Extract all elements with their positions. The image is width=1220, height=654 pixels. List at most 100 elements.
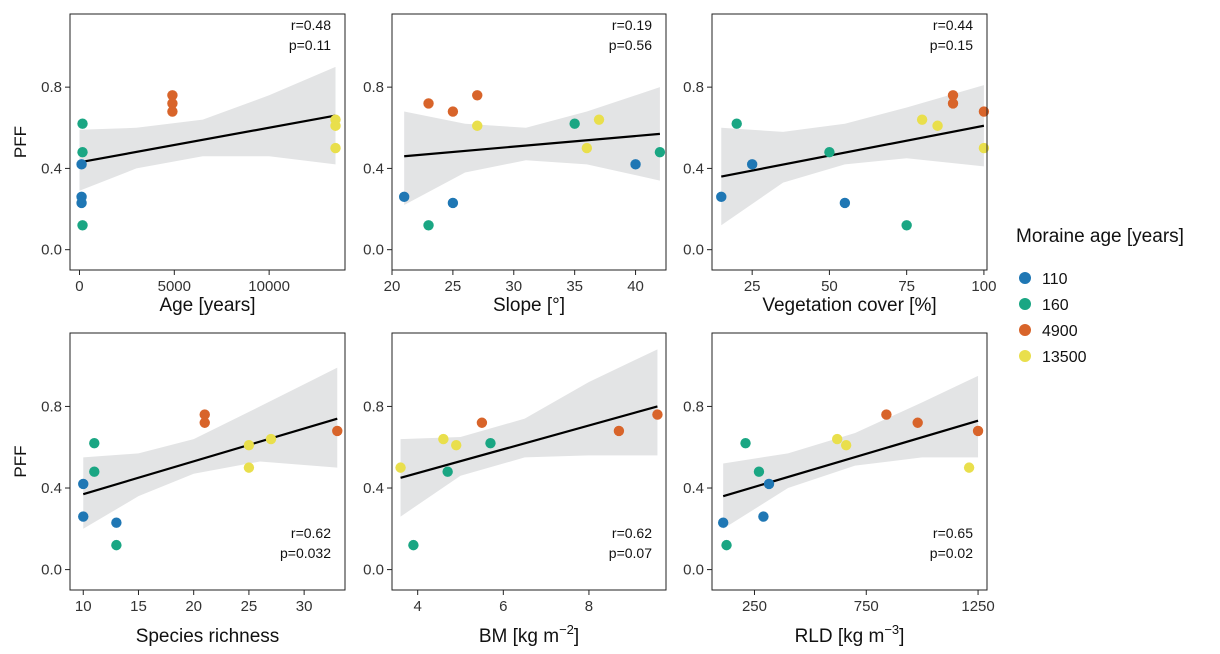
data-point-13500	[593, 114, 605, 125]
regression-line	[400, 405, 658, 479]
stat-p: p=0.15	[930, 37, 973, 53]
x-tick-label: 25	[445, 278, 462, 295]
y-tick-label: 0.8	[363, 398, 384, 415]
y-axis-title: PFF	[11, 445, 30, 477]
x-tick-label: 5000	[158, 278, 191, 295]
stat-r: r=0.62	[612, 525, 652, 541]
stat-r: r=0.48	[291, 17, 331, 33]
x-tick-label: 250	[742, 598, 767, 615]
y-tick-label: 0.0	[363, 242, 384, 259]
y-tick-label: 0.0	[363, 562, 384, 579]
x-axis-title: Vegetation cover [%]	[762, 295, 936, 316]
data-point-160	[89, 466, 100, 477]
data-point-110	[839, 197, 851, 209]
regression-line	[404, 132, 661, 158]
panel-4: 0.0 0.4 0.8 10 15 20 25 30 Species richness PFF r=…	[11, 332, 346, 647]
data-point-160	[423, 220, 434, 231]
data-point-160	[485, 437, 496, 449]
data-point-110	[746, 159, 758, 170]
legend-label-4900: 4900	[1042, 323, 1078, 340]
legend-swatch-4900	[1019, 324, 1031, 336]
data-point-4900	[332, 425, 343, 437]
legend-swatch-13500	[1019, 350, 1031, 362]
data-point-160	[111, 539, 122, 551]
legend-item-160: 160	[1019, 297, 1069, 314]
x-tick-label: 8	[585, 598, 593, 615]
data-point-4900	[881, 409, 892, 420]
legend-title: Moraine age [years]	[1016, 226, 1184, 247]
panel-frame	[711, 332, 988, 591]
stat-p: p=0.07	[609, 545, 652, 561]
data-point-4900	[947, 90, 959, 101]
legend-label-110: 110	[1042, 271, 1068, 288]
data-point-160	[824, 146, 835, 158]
x-tick-label: 25	[744, 278, 761, 295]
x-tick-label: 750	[854, 598, 879, 615]
x-tick-label: 35	[566, 278, 583, 295]
data-point-160	[721, 539, 732, 551]
legend-item-110: 110	[1019, 271, 1068, 288]
data-point-4900	[199, 417, 210, 428]
regression-line	[721, 124, 985, 178]
data-point-160	[442, 466, 453, 477]
data-point-4900	[912, 417, 923, 428]
stat-p: p=0.11	[289, 37, 331, 53]
y-axis-title: PFF	[11, 126, 30, 158]
data-point-4900	[978, 106, 990, 117]
data-point-13500	[932, 120, 943, 131]
data-point-110	[78, 511, 89, 522]
x-tick-label: 25	[241, 598, 258, 615]
x-axis-title: Age [years]	[159, 295, 255, 316]
data-point-110	[630, 159, 641, 170]
x-tick-label: 20	[185, 598, 202, 615]
data-point-13500	[840, 439, 852, 451]
regression-line	[82, 417, 338, 496]
regression-line	[79, 114, 336, 164]
data-point-160	[77, 220, 88, 231]
data-point-13500	[243, 462, 255, 473]
panel-6: 0.0 0.4 0.8 250 750 1250 RLD [kg m−3] r=0.65 p=0…	[683, 332, 995, 647]
data-point-160	[408, 539, 419, 551]
stat-p: p=0.032	[280, 545, 331, 561]
panel-frame	[391, 13, 667, 271]
data-point-160	[731, 118, 742, 129]
panel-frame	[69, 13, 346, 271]
confidence-band	[721, 85, 984, 226]
panel-frame	[391, 332, 667, 591]
data-point-160	[901, 220, 912, 231]
data-point-13500	[330, 142, 341, 154]
data-point-110	[758, 511, 769, 522]
data-point-4900	[472, 90, 483, 101]
data-point-4900	[167, 106, 178, 117]
data-point-13500	[395, 462, 406, 473]
x-axis-title: Slope [°]	[493, 295, 565, 316]
stat-p: p=0.02	[930, 545, 973, 561]
y-tick-label: 0.0	[683, 242, 704, 259]
data-point-110	[76, 159, 87, 170]
y-tick-label: 0.8	[683, 398, 704, 415]
data-point-4900	[167, 98, 178, 109]
x-tick-label: 10000	[248, 278, 290, 295]
data-point-13500	[451, 439, 462, 451]
data-point-160	[654, 146, 666, 158]
y-tick-label: 0.0	[41, 242, 62, 259]
data-point-110	[447, 197, 459, 209]
y-tick-label: 0.8	[41, 398, 62, 415]
x-tick-label: 6	[499, 598, 507, 615]
y-tick-label: 0.0	[41, 562, 62, 579]
x-tick-label: 4	[414, 598, 422, 615]
data-point-160	[89, 437, 100, 449]
data-point-4900	[167, 90, 178, 101]
data-point-160	[569, 118, 580, 129]
x-axis-title: BM [kg m−2]	[479, 622, 579, 647]
data-point-4900	[652, 409, 663, 420]
x-tick-label: 30	[296, 598, 313, 615]
data-point-13500	[832, 433, 843, 445]
data-point-13500	[963, 462, 975, 473]
data-point-4900	[613, 425, 625, 437]
data-point-160	[77, 146, 88, 158]
x-tick-label: 10	[75, 598, 92, 615]
